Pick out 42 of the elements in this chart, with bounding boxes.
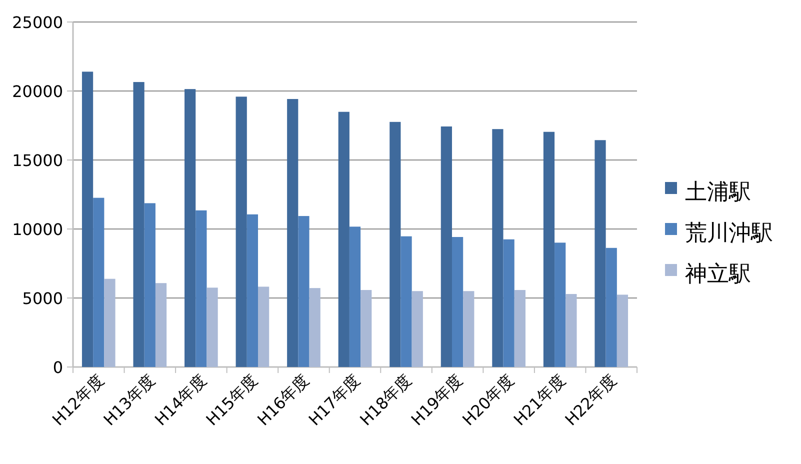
- bar: [287, 99, 298, 367]
- y-tick-label: 20000: [12, 82, 63, 101]
- y-tick-label: 0: [52, 358, 63, 377]
- bar: [390, 122, 401, 367]
- bar: [514, 290, 526, 367]
- bar: [155, 283, 167, 367]
- legend-label: 荒川沖駅: [685, 221, 773, 246]
- bar: [412, 291, 423, 367]
- bar: [554, 242, 566, 367]
- bar: [309, 288, 320, 367]
- legend-label: 土浦駅: [685, 180, 751, 205]
- bar: [594, 140, 606, 367]
- bar: [400, 236, 412, 367]
- bar: [543, 132, 555, 367]
- bar: [236, 96, 247, 367]
- bar: [93, 198, 104, 367]
- bar: [616, 294, 628, 367]
- bar: [206, 288, 218, 367]
- y-tick-label: 10000: [12, 220, 63, 239]
- bar: [492, 129, 504, 367]
- bar: [298, 216, 310, 367]
- bar: [82, 72, 94, 367]
- bar: [360, 290, 372, 367]
- bar: [196, 210, 207, 367]
- bar: [246, 214, 258, 367]
- bar: [144, 203, 156, 367]
- y-tick-label: 25000: [12, 13, 63, 32]
- bar: [258, 286, 270, 367]
- bar: [566, 294, 577, 367]
- legend-label: 神立駅: [685, 262, 751, 287]
- y-tick-label: 5000: [22, 289, 63, 308]
- bar: [463, 291, 474, 367]
- bar: [440, 126, 452, 367]
- bar: [349, 226, 361, 367]
- bar: [338, 112, 350, 367]
- bar: [503, 239, 514, 367]
- bar: [452, 237, 464, 367]
- bar: [606, 248, 617, 367]
- bar: [133, 82, 144, 367]
- y-tick-label: 15000: [12, 151, 63, 170]
- bar: [184, 89, 196, 367]
- bar: [104, 278, 116, 367]
